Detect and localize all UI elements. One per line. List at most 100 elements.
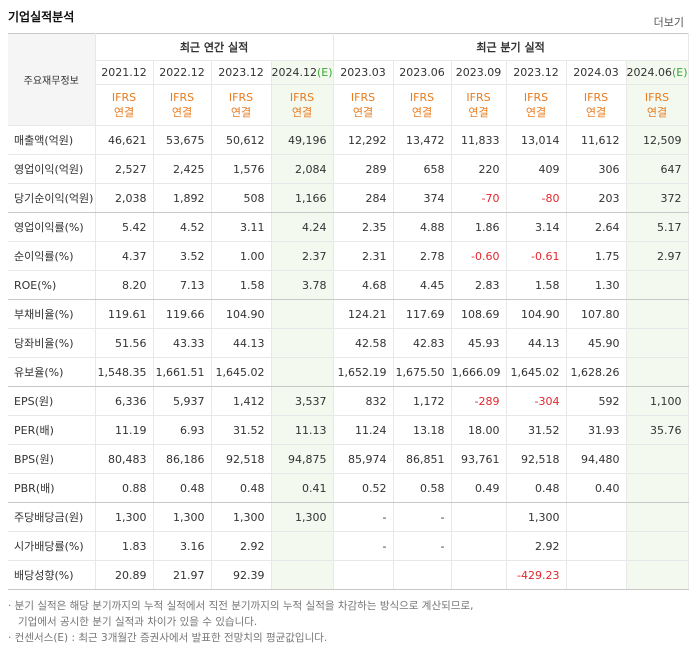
value-cell: 2.78 (393, 241, 452, 271)
value-cell: 203 (566, 183, 627, 213)
value-cell: -80 (506, 183, 567, 213)
row-label: ROE(%) (8, 270, 96, 300)
value-cell: 289 (333, 154, 394, 184)
value-cell: 3.11 (211, 212, 272, 242)
value-cell: 51.56 (95, 328, 154, 358)
value-cell: 0.48 (211, 473, 272, 503)
value-cell: 374 (393, 183, 452, 213)
value-cell: 42.83 (393, 328, 452, 358)
value-cell: 119.66 (153, 299, 212, 329)
value-cell: 832 (333, 386, 394, 416)
basis: 연결 (230, 106, 252, 119)
data-row: BPS(원) 80,483 86,186 92,518 94,875 85,974 86,8… (8, 444, 689, 474)
period-header: 2024.12(E) (271, 60, 334, 85)
value-cell: 124.21 (333, 299, 394, 329)
value-cell: 0.58 (393, 473, 452, 503)
standard-header: IFRS 연결 (566, 84, 627, 126)
value-cell: 1.58 (506, 270, 567, 300)
value-cell: -70 (451, 183, 507, 213)
data-row: 매출액(억원) 46,621 53,675 50,612 49,196 12,292 13,… (8, 125, 689, 155)
period: 2024.03 (573, 66, 619, 79)
value-cell: 592 (566, 386, 627, 416)
value-cell: 46,621 (95, 125, 154, 155)
value-cell (271, 328, 334, 358)
estimate-mark: (E) (317, 66, 333, 79)
value-cell: - (333, 502, 394, 532)
period-header: 2023.12 (211, 60, 272, 85)
period-header: 2023.03 (333, 60, 394, 85)
more-link[interactable]: 더보기 (653, 16, 684, 29)
value-cell: 4.37 (95, 241, 154, 271)
value-cell: 1,412 (211, 386, 272, 416)
row-label: PER(배) (8, 415, 96, 445)
value-cell: 11.13 (271, 415, 334, 445)
value-cell: 20.89 (95, 560, 154, 590)
period-header: 2024.06(E) (626, 60, 689, 85)
value-cell: 12,292 (333, 125, 394, 155)
period: 2023.09 (455, 66, 502, 79)
value-cell: 11.19 (95, 415, 154, 445)
row-label: PBR(배) (8, 473, 96, 503)
group-header: 최근 연간 실적 (95, 33, 334, 61)
row-label: 시가배당률(%) (8, 531, 96, 561)
notes: · 분기 실적은 해당 분기까지의 누적 실적에서 직전 분기까지의 누적 실적… (8, 598, 473, 646)
row-label: 배당성향(%) (8, 560, 96, 590)
value-cell: 117.69 (393, 299, 452, 329)
standard-header: IFRS 연결 (153, 84, 212, 126)
value-cell: 1.00 (211, 241, 272, 271)
value-cell (626, 531, 689, 561)
value-cell (626, 444, 689, 474)
standard-header: IFRS 연결 (626, 84, 689, 126)
period: 2021.12 (101, 66, 147, 79)
header-row: IFRS 연결 IFRS 연결 IFRS 연결 IFRS 연결 IFRS 연결 IFRS 연결 IFRS… (8, 84, 689, 126)
value-cell: 3,537 (271, 386, 334, 416)
value-cell: 0.40 (566, 473, 627, 503)
value-cell: 508 (211, 183, 272, 213)
value-cell: 92.39 (211, 560, 272, 590)
value-cell (626, 560, 689, 590)
value-cell: 0.88 (95, 473, 154, 503)
basis: 연결 (585, 106, 607, 119)
value-cell: 45.90 (566, 328, 627, 358)
value-cell: 119.61 (95, 299, 154, 329)
row-label: EPS(원) (8, 386, 96, 416)
value-cell: 86,186 (153, 444, 212, 474)
period: 2024.06 (626, 66, 673, 79)
value-cell: 1,666.09 (451, 357, 507, 387)
value-cell: 0.48 (153, 473, 212, 503)
value-cell: 50,612 (211, 125, 272, 155)
value-cell: 306 (566, 154, 627, 184)
basis: 연결 (468, 106, 489, 119)
row-label: 당기순이익(억원) (8, 183, 96, 213)
period: 2023.12 (513, 66, 559, 79)
value-cell: 6.93 (153, 415, 212, 445)
period: 2023.06 (399, 66, 445, 79)
row-label: 주당배당금(원) (8, 502, 96, 532)
data-row: 유보율(%) 1,548.35 1,661.51 1,645.02 1,652.19 1,… (8, 357, 689, 387)
value-cell: 2.31 (333, 241, 394, 271)
period: 2023.03 (340, 66, 386, 79)
value-cell: 409 (506, 154, 567, 184)
value-cell (271, 531, 334, 561)
standard-header: IFRS 연결 (451, 84, 507, 126)
value-cell: -0.61 (506, 241, 567, 271)
standard: IFRS (583, 91, 609, 104)
value-cell: 4.45 (393, 270, 452, 300)
value-cell: 1.83 (95, 531, 154, 561)
value-cell: 3.52 (153, 241, 212, 271)
value-cell: 1,172 (393, 386, 452, 416)
standard: IFRS (466, 91, 491, 104)
value-cell: 6,336 (95, 386, 154, 416)
value-cell: 85,974 (333, 444, 394, 474)
standard: IFRS (111, 91, 137, 104)
value-cell: 1,661.51 (153, 357, 212, 387)
value-cell: 1.86 (451, 212, 507, 242)
value-cell: 80,483 (95, 444, 154, 474)
data-row: 시가배당률(%) 1.83 3.16 2.92- -2.92 (8, 531, 689, 561)
value-cell: 2,425 (153, 154, 212, 184)
value-cell: 8.20 (95, 270, 154, 300)
note: 기업에서 공시한 분기 실적과 차이가 있을 수 있습니다. (18, 616, 258, 628)
value-cell: 0.49 (451, 473, 507, 503)
value-cell: 1,300 (211, 502, 272, 532)
